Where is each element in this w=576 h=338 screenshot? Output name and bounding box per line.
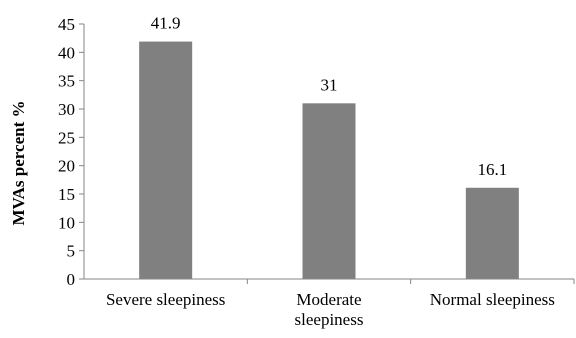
y-tick-label: 45 xyxy=(58,15,75,34)
y-tick-label: 15 xyxy=(58,185,75,204)
y-tick-label: 5 xyxy=(67,242,76,261)
bar xyxy=(139,41,193,279)
bars xyxy=(139,41,519,279)
y-axis: 0 5 10 15 20 25 30 35 40 45 xyxy=(58,15,84,289)
bar xyxy=(302,103,356,279)
y-tick-label: 25 xyxy=(58,128,75,147)
x-tick-label: Moderate sleepiness xyxy=(295,290,364,329)
y-tick-label: 35 xyxy=(58,72,75,91)
bar xyxy=(465,187,519,279)
y-tick-label: 30 xyxy=(58,100,75,119)
y-tick-label: 40 xyxy=(58,43,75,62)
data-label: 16.1 xyxy=(477,160,507,179)
y-tick-label: 0 xyxy=(67,270,76,289)
y-axis-title: MVAs percent % xyxy=(9,101,28,226)
y-tick-label: 20 xyxy=(58,157,75,176)
x-tick-label: Severe sleepiness xyxy=(106,290,225,309)
data-label: 41.9 xyxy=(151,14,181,33)
y-tick-label: 10 xyxy=(58,213,75,232)
x-axis: Severe sleepiness Moderate sleepiness Norma… xyxy=(106,279,575,329)
data-labels: 41.9 31 16.1 xyxy=(151,14,507,179)
x-tick-label: Normal sleepiness xyxy=(430,290,555,309)
data-label: 31 xyxy=(321,75,338,94)
